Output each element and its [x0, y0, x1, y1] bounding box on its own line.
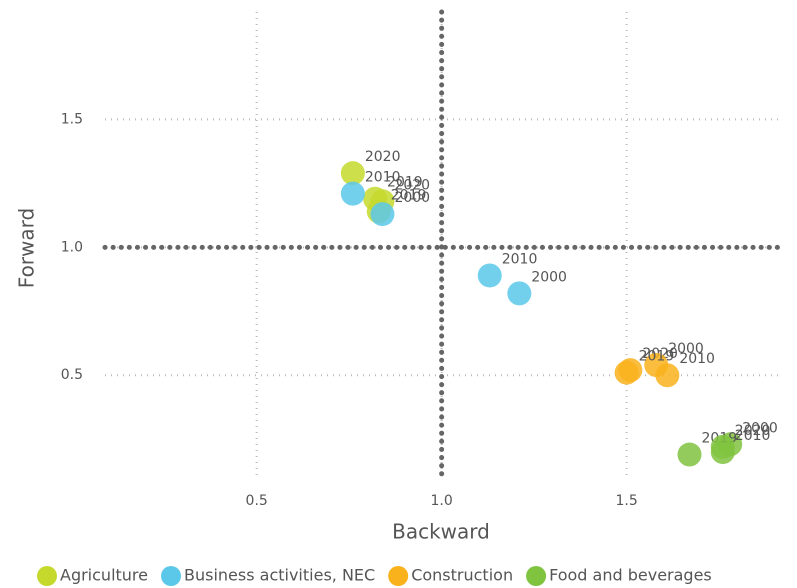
point-label: 2010 — [735, 428, 771, 444]
legend-label: Construction — [411, 566, 513, 585]
point — [477, 263, 502, 288]
point-label: 2010 — [365, 170, 401, 186]
x-tick-label: 0.5 — [246, 493, 268, 509]
legend-swatch — [526, 566, 547, 586]
legend-swatch — [388, 566, 409, 586]
point — [614, 360, 639, 385]
point-label: 2019 — [391, 188, 427, 204]
legend-label: Business activities, NEC — [184, 566, 375, 585]
point — [340, 181, 365, 206]
point-label: 2000 — [668, 341, 704, 357]
point — [655, 363, 680, 388]
point-label: 2020 — [394, 177, 430, 193]
point — [340, 161, 365, 186]
point-label: 2019 — [639, 349, 675, 365]
point-label: 2020 — [735, 423, 771, 439]
legend-label: Agriculture — [60, 566, 148, 585]
point-label: 2010 — [679, 351, 715, 367]
point — [370, 202, 395, 227]
x-tick-label: 1.0 — [431, 493, 453, 509]
point-label: 2000 — [742, 420, 778, 436]
point — [710, 434, 735, 459]
legend-swatch — [161, 566, 181, 586]
legend-swatch — [37, 566, 57, 586]
y-axis-label: Forward — [15, 208, 39, 288]
x-tick-label: 1.5 — [615, 493, 637, 509]
point-label: 2019 — [387, 175, 423, 191]
legend-label: Food and beverages — [549, 566, 712, 585]
point — [507, 281, 532, 306]
x-axis-label: Backward — [392, 520, 490, 544]
y-tick-label: 1.5 — [61, 111, 83, 127]
y-tick-label: 1.0 — [61, 239, 83, 255]
point-label: 2010 — [502, 251, 538, 267]
y-tick-label: 0.5 — [61, 367, 83, 383]
point-label: 2000 — [394, 190, 430, 206]
point-label: 2000 — [531, 269, 567, 285]
point-label: 2020 — [365, 149, 401, 165]
point — [677, 442, 702, 467]
